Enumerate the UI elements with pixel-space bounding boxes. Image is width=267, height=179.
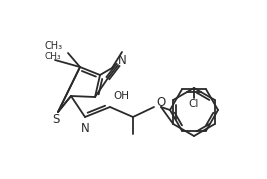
Text: Cl: Cl <box>189 99 199 109</box>
Text: O: O <box>156 96 165 108</box>
Text: N: N <box>118 54 126 67</box>
Text: N: N <box>81 122 89 135</box>
Text: CH₃: CH₃ <box>45 41 63 51</box>
Text: CH₃: CH₃ <box>45 52 61 61</box>
Text: S: S <box>52 112 60 125</box>
Text: OH: OH <box>113 91 129 101</box>
